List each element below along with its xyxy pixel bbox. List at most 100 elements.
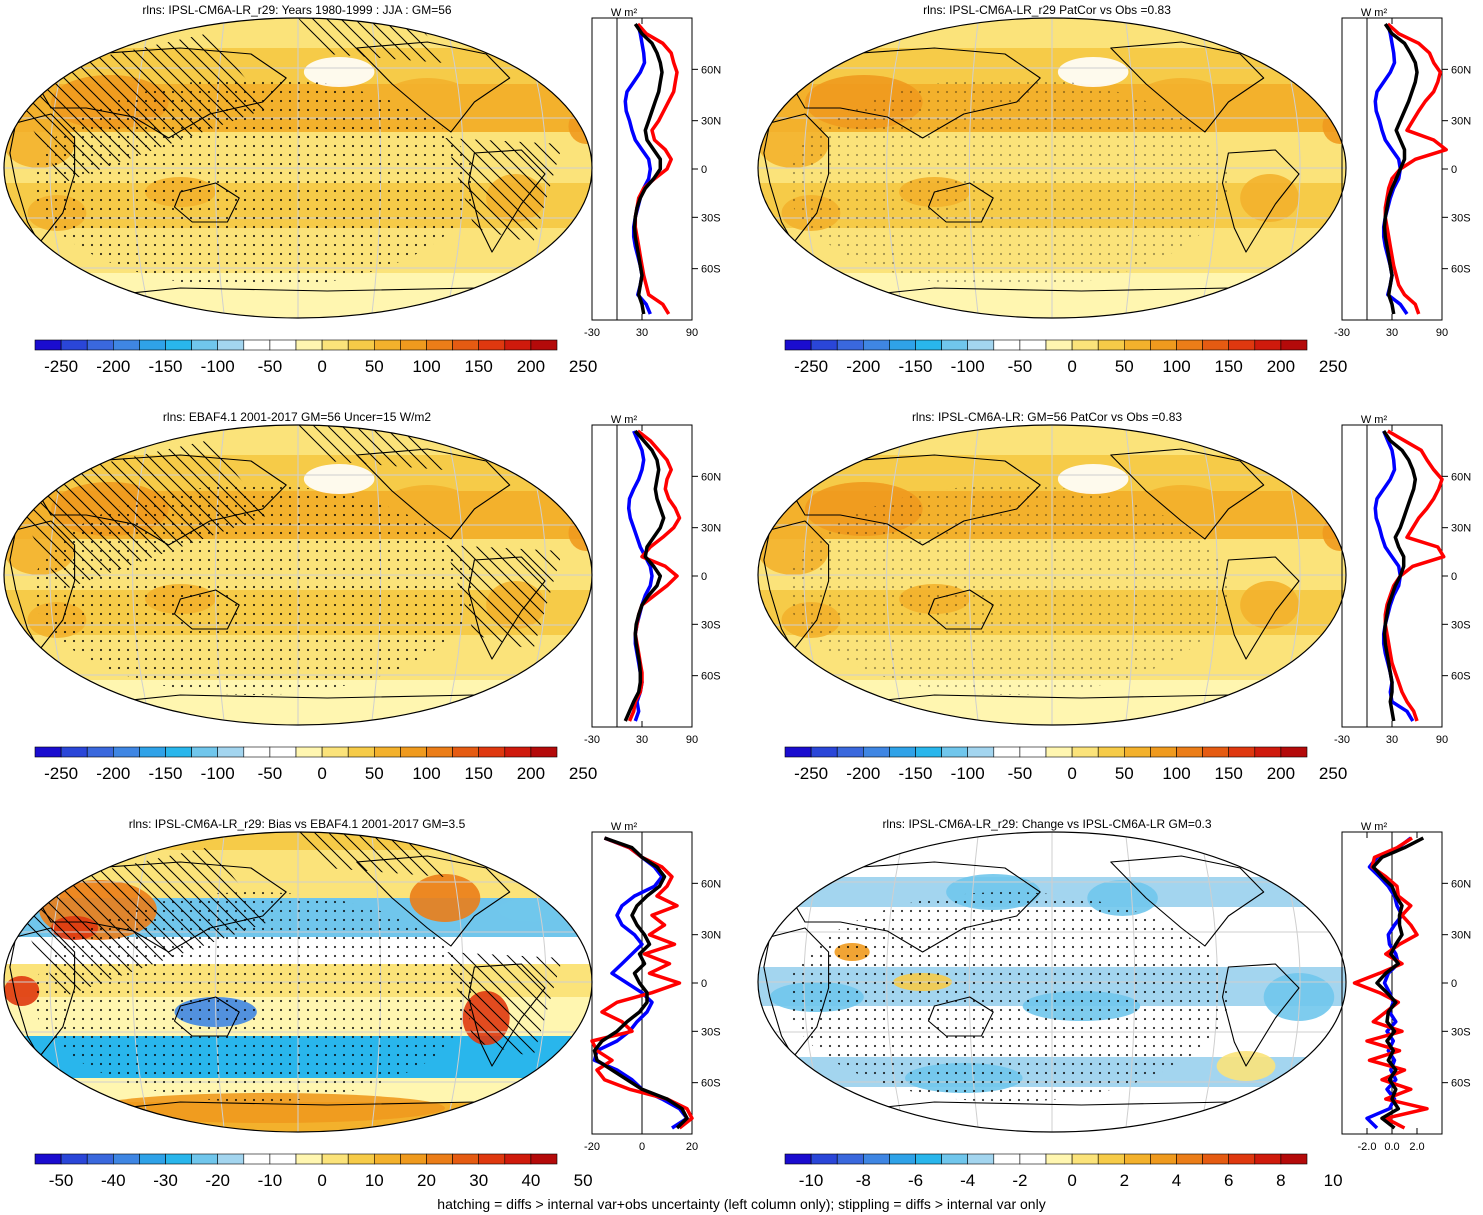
- colorbar-label: 50: [1115, 764, 1134, 783]
- zonal-lat-label: 0: [701, 571, 707, 583]
- colorbar-label: 150: [465, 764, 493, 783]
- colorbar-label: -150: [148, 764, 182, 783]
- colorbar-label: -250: [794, 764, 828, 783]
- colorbar-swatch: [1254, 746, 1282, 758]
- footnote: hatching = diffs > internal var+obs unce…: [437, 1196, 1046, 1212]
- colorbar-swatch: [1202, 1153, 1229, 1165]
- map-fill: [758, 425, 1346, 725]
- zonal-lat-label: 30S: [701, 619, 721, 631]
- zonal-lat-label: 0: [1451, 978, 1457, 990]
- coastline-eurasia: [32, 47, 287, 139]
- colorbar-label: -4: [960, 1171, 975, 1190]
- zonal-x-label: 0.0: [1384, 1141, 1399, 1153]
- colorbar-label: 10: [365, 1171, 384, 1190]
- colorbar-swatch: [889, 1153, 916, 1165]
- colorbar-swatch: [1280, 1153, 1308, 1165]
- map-anomaly: [1263, 973, 1335, 1021]
- colorbar-label: -30: [153, 1171, 178, 1190]
- colorbar-label: 150: [1215, 357, 1243, 376]
- zonal-units: W m²: [611, 414, 638, 426]
- colorbar-label: -10: [258, 1171, 283, 1190]
- colorbar-label: -250: [44, 764, 78, 783]
- colorbar-swatch: [139, 339, 166, 351]
- colorbar-swatch: [243, 339, 271, 351]
- colorbar-swatch: [1280, 339, 1308, 351]
- map-fill: [4, 832, 592, 1132]
- colorbar-swatch: [1071, 746, 1099, 758]
- colorbar-swatch: [1228, 1153, 1256, 1165]
- colorbar-swatch: [400, 746, 427, 758]
- colorbar-swatch: [784, 746, 812, 758]
- zonal-lat-label: 60N: [1451, 471, 1471, 483]
- colorbar-label: 8: [1276, 1171, 1285, 1190]
- colorbar-label: -200: [96, 764, 130, 783]
- colorbar-swatch: [1228, 746, 1256, 758]
- colorbar-label: -250: [44, 357, 78, 376]
- colorbar-swatch: [243, 746, 271, 758]
- map-anomaly: [409, 874, 481, 922]
- coastline-africa: [9, 520, 76, 651]
- zonal-lat-label: 60N: [1451, 878, 1471, 890]
- colorbar-swatch: [400, 339, 427, 351]
- colorbar-swatch: [1176, 746, 1203, 758]
- colorbar-label: 20: [417, 1171, 436, 1190]
- coastline-south-america: [467, 149, 546, 253]
- colorbar-label: 50: [1115, 357, 1134, 376]
- panel-obs-climatology: rlns: EBAF4.1 2001-2017 GM=56 Uncer=15 W…: [3, 410, 721, 783]
- zonal-units: W m²: [1361, 7, 1388, 19]
- colorbar-label: -6: [908, 1171, 923, 1190]
- zonal-series-line: [592, 836, 689, 1130]
- panel-title: rlns: IPSL-CM6A-LR_r29: Years 1980-1999 …: [142, 3, 451, 17]
- colorbar-label: -100: [951, 357, 985, 376]
- coastline-south-america: [467, 963, 546, 1067]
- colorbar-swatch: [1097, 746, 1125, 758]
- zonal-lat-label: 0: [1451, 571, 1457, 583]
- zonal-x-label: 20: [686, 1141, 698, 1153]
- map-border: [757, 17, 1347, 319]
- zonal-series-line: [623, 429, 666, 722]
- colorbar-swatch: [165, 746, 192, 758]
- zonal-lat-label: 30S: [1451, 1026, 1471, 1038]
- map-fill: [4, 425, 592, 725]
- coastline-eurasia: [32, 454, 287, 546]
- colorbar-label: 150: [1215, 764, 1243, 783]
- zonal-x-label: 0: [639, 1141, 645, 1153]
- zonal-x-label: 90: [1436, 327, 1448, 339]
- colorbar-label: 4: [1172, 1171, 1181, 1190]
- coastline-north-america: [356, 855, 511, 947]
- colorbar-swatch: [295, 1153, 323, 1165]
- colorbar-swatch: [504, 339, 532, 351]
- colorbar-label: -100: [201, 357, 235, 376]
- colorbar-swatch: [810, 746, 838, 758]
- colorbar-swatch: [504, 1153, 532, 1165]
- colorbar-swatch: [504, 746, 532, 758]
- colorbar-swatch: [191, 339, 219, 351]
- colorbar-swatch: [347, 1153, 375, 1165]
- coastline-north-america: [1110, 855, 1265, 947]
- stippling: [787, 485, 1229, 695]
- colorbar-label: -50: [1008, 764, 1033, 783]
- colorbar-label: -20: [205, 1171, 230, 1190]
- coastline-south-america: [1221, 963, 1300, 1067]
- zonal-series-line: [1373, 430, 1415, 722]
- colorbar-swatch: [1202, 746, 1229, 758]
- zonal-lat-label: 30S: [701, 1026, 721, 1038]
- colorbar-label: 250: [1319, 357, 1347, 376]
- colorbar-swatch: [426, 1153, 453, 1165]
- colorbar-label: -50: [258, 764, 283, 783]
- colorbar-label: -2: [1012, 1171, 1027, 1190]
- colorbar-swatch: [269, 746, 297, 758]
- map-anomaly: [1240, 174, 1299, 222]
- zonal-x-label: -30: [1334, 327, 1350, 339]
- coastline-north-america: [356, 448, 511, 540]
- colorbar-label: 200: [1267, 357, 1295, 376]
- coastline-north-america: [1110, 41, 1265, 133]
- zonal-lat-label: 60S: [701, 264, 721, 276]
- panel-title: rlns: EBAF4.1 2001-2017 GM=56 Uncer=15 W…: [163, 410, 431, 424]
- colorbar-swatch: [34, 339, 62, 351]
- colorbar-swatch: [452, 1153, 480, 1165]
- colorbar-label: -100: [951, 764, 985, 783]
- colorbar-label: -200: [96, 357, 130, 376]
- colorbar-label: 50: [574, 1171, 593, 1190]
- zonal-lat-label: 60N: [1451, 64, 1471, 76]
